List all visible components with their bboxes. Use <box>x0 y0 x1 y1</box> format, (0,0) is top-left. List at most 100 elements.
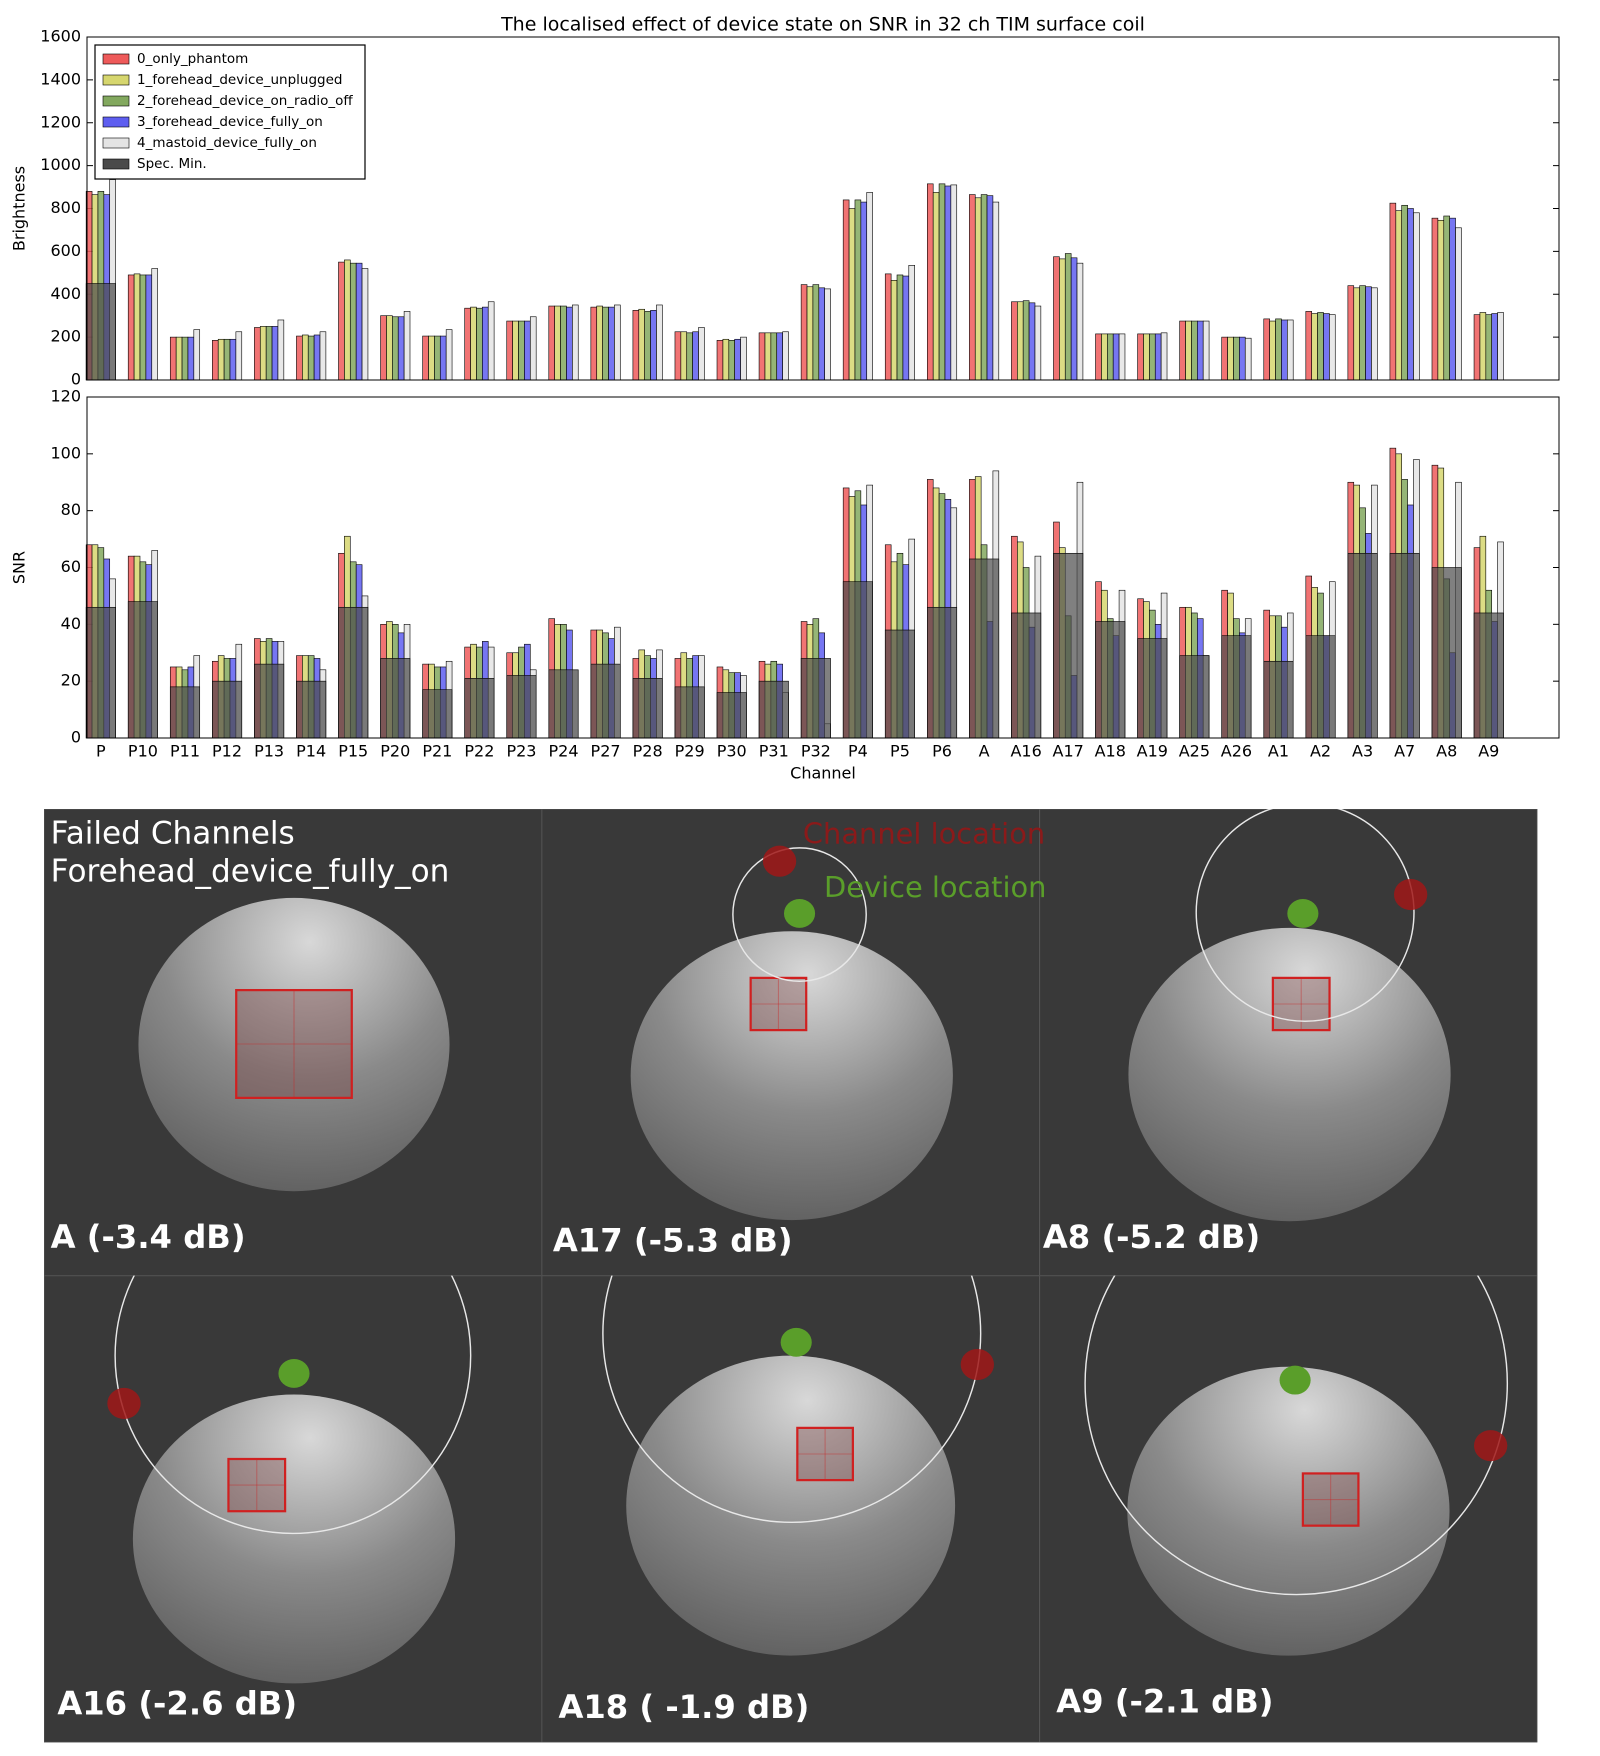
bar <box>980 194 988 381</box>
bar <box>950 184 958 381</box>
chart-title: The localised effect of device state on … <box>500 14 1145 36</box>
tile-label: A8 (-5.2 dB) <box>1043 1218 1260 1256</box>
image-tile <box>44 1275 542 1743</box>
spec-min-bar <box>800 658 831 739</box>
bar <box>800 284 808 381</box>
spec-min-bar <box>1389 552 1420 739</box>
spec-min-bar <box>969 558 1000 739</box>
x-tick-label: P5 <box>890 742 910 761</box>
bar <box>476 307 483 381</box>
phantom <box>1128 927 1451 1222</box>
legend-device: Device location <box>824 870 1047 904</box>
bar <box>1263 318 1270 381</box>
bar <box>896 274 904 381</box>
bar <box>1179 320 1186 381</box>
bar <box>1275 318 1282 381</box>
bar <box>1401 204 1408 381</box>
bar <box>1431 217 1439 381</box>
x-tick-label: A19 <box>1137 742 1168 761</box>
bar <box>548 305 555 381</box>
bar <box>1197 320 1204 381</box>
spec-min-bar <box>338 606 369 739</box>
bar <box>1022 300 1030 381</box>
legend-label: 1_forehead_device_unplugged <box>137 72 342 88</box>
bar <box>1143 333 1150 381</box>
x-tick-label: P30 <box>717 742 747 761</box>
axes-frame <box>86 396 1560 739</box>
bar <box>566 306 573 381</box>
spec-min-bar <box>1263 660 1294 739</box>
bar <box>434 335 441 381</box>
y-tick-label: 1200 <box>40 112 81 131</box>
bar <box>302 334 309 381</box>
bar <box>307 335 315 381</box>
x-tick-label: A17 <box>1053 742 1084 761</box>
bar <box>1118 333 1126 381</box>
bar <box>848 208 856 381</box>
bar <box>397 316 405 381</box>
spec-min-bar <box>296 680 327 739</box>
bar <box>1244 337 1252 381</box>
bar <box>277 319 285 381</box>
bar <box>638 308 645 381</box>
tile-label: A9 (-2.1 dB) <box>1056 1682 1273 1720</box>
bar <box>254 327 261 381</box>
device-range <box>1084 1275 1508 1596</box>
spec-min-bar <box>422 689 453 739</box>
x-tick-label: P23 <box>506 742 536 761</box>
bar <box>1437 219 1445 381</box>
bar <box>1227 336 1234 381</box>
bar <box>1112 333 1120 381</box>
x-tick-label: A26 <box>1221 742 1252 761</box>
bar <box>1191 320 1198 381</box>
bar <box>512 320 519 381</box>
spec-min-bar <box>85 606 116 739</box>
tile-label: A16 (-2.6 dB) <box>57 1685 297 1723</box>
bar <box>758 332 766 381</box>
bar <box>986 195 994 381</box>
bar <box>212 340 219 381</box>
bar <box>902 275 910 381</box>
x-tick-label: P27 <box>591 742 621 761</box>
bar <box>217 338 225 381</box>
x-tick-label: P31 <box>759 742 789 761</box>
tile-label: A18 ( -1.9 dB) <box>558 1688 809 1726</box>
bar <box>1365 286 1372 381</box>
bar <box>602 306 609 381</box>
x-tick-label: A9 <box>1478 742 1499 761</box>
y-tick-label: 800 <box>50 198 81 217</box>
device-marker <box>783 898 816 928</box>
x-tick-label: A2 <box>1310 742 1331 761</box>
spec-min-bar <box>590 663 621 739</box>
y-axis-label: Brightness <box>10 166 29 251</box>
x-tick-label: A8 <box>1436 742 1457 761</box>
x-tick-label: P10 <box>128 742 158 761</box>
bar <box>1064 253 1072 381</box>
y-tick-label: 20 <box>61 671 81 690</box>
channel-marker <box>107 1387 141 1419</box>
panel-title: Failed Channels <box>51 816 295 852</box>
y-tick-label: 200 <box>50 327 81 346</box>
bar <box>692 331 699 381</box>
phantom <box>132 1394 456 1684</box>
x-axis-label: Channel <box>790 764 856 783</box>
bar <box>1101 333 1108 381</box>
bar <box>127 274 135 381</box>
bar <box>590 306 598 381</box>
bar <box>1095 333 1102 381</box>
bar <box>992 201 1000 381</box>
x-tick-label: P20 <box>380 742 410 761</box>
bar <box>1491 313 1498 381</box>
bar <box>842 199 850 381</box>
bar <box>812 284 820 381</box>
bar <box>1059 258 1066 381</box>
x-tick-label: P22 <box>464 742 494 761</box>
bar <box>319 331 327 381</box>
spec-min-bar <box>506 675 537 739</box>
bar <box>187 336 195 381</box>
channel-marker <box>1393 878 1428 911</box>
spec-min-bar <box>716 692 747 739</box>
spec-min-bar <box>1179 655 1210 739</box>
bar <box>1443 215 1450 381</box>
bar <box>1407 208 1414 381</box>
